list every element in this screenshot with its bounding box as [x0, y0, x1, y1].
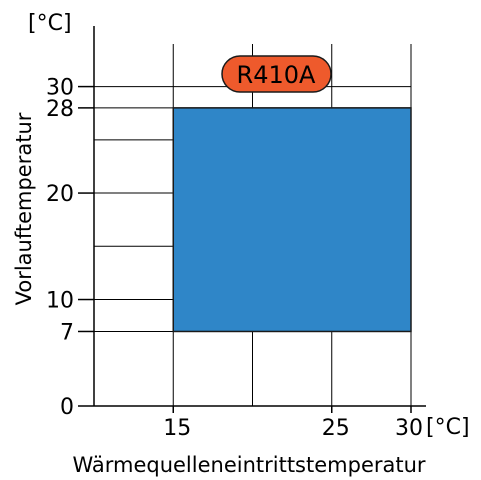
y-tick-label-20: 20	[46, 182, 74, 207]
y-axis-label: Vorlauftemperatur	[12, 112, 36, 305]
y-unit-label: [°C]	[28, 11, 72, 36]
y-tick-label-28: 28	[46, 97, 74, 122]
y-tick-label-7: 7	[60, 320, 74, 345]
x-tick-label-30: 30	[395, 416, 423, 441]
series-badge-label: R410A	[237, 61, 316, 89]
operating-region	[172, 107, 412, 333]
x-tick-label-15: 15	[163, 416, 191, 441]
x-axis-label: Wärmequelleneintrittstemperatur	[72, 453, 425, 477]
y-tick-label-0: 0	[60, 395, 74, 420]
y-tick-label-30: 30	[46, 76, 74, 101]
series-badge: R410A	[221, 55, 332, 93]
axes	[93, 26, 426, 407]
operating-region-rect	[172, 107, 412, 333]
x-unit-label: [°C]	[426, 415, 470, 440]
x-tick-label-25: 25	[322, 416, 350, 441]
series-badge-shape	[221, 55, 332, 93]
tick-marks	[78, 85, 412, 413]
y-tick-label-10: 10	[46, 289, 74, 314]
